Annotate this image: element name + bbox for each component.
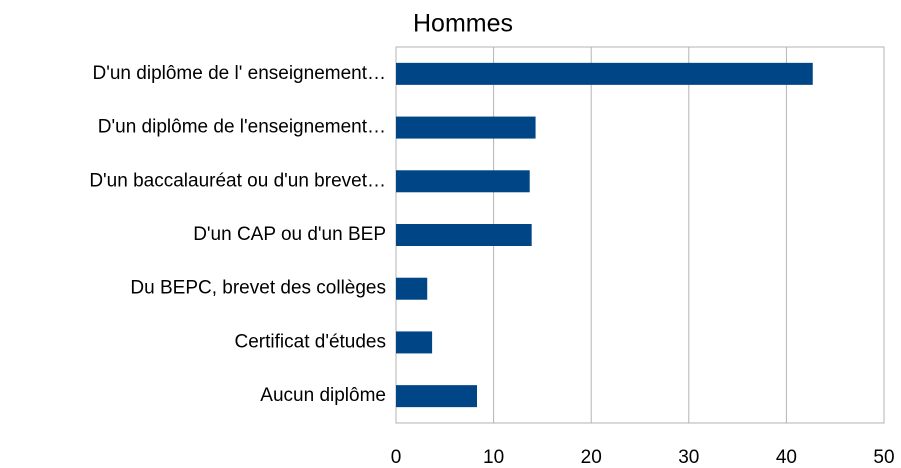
y-tick-label: Du BEPC, brevet des collèges — [130, 278, 386, 299]
bar — [396, 331, 433, 354]
x-tick-label: 0 — [391, 447, 402, 468]
x-tick-label: 10 — [483, 447, 504, 468]
y-tick-label: Certificat d'études — [235, 331, 386, 352]
x-tick-label: 50 — [873, 447, 894, 468]
x-tick-label: 20 — [581, 447, 602, 468]
chart-title: Hommes — [413, 10, 513, 38]
y-tick-label: D'un CAP ou d'un BEP — [193, 224, 386, 245]
x-tick-label: 30 — [678, 447, 699, 468]
y-tick-label: Aucun diplôme — [260, 385, 386, 406]
y-tick-label: D'un diplôme de l' enseignement… — [93, 63, 386, 84]
bar — [396, 170, 530, 193]
x-tick-label: 40 — [776, 447, 797, 468]
bar — [396, 277, 428, 300]
bar — [396, 116, 536, 139]
bar — [396, 62, 813, 85]
y-tick-label: D'un baccalauréat ou d'un brevet… — [89, 170, 386, 191]
bar — [396, 224, 532, 246]
bar — [396, 385, 478, 408]
y-tick-label: D'un diplôme de l'enseignement… — [98, 117, 386, 138]
